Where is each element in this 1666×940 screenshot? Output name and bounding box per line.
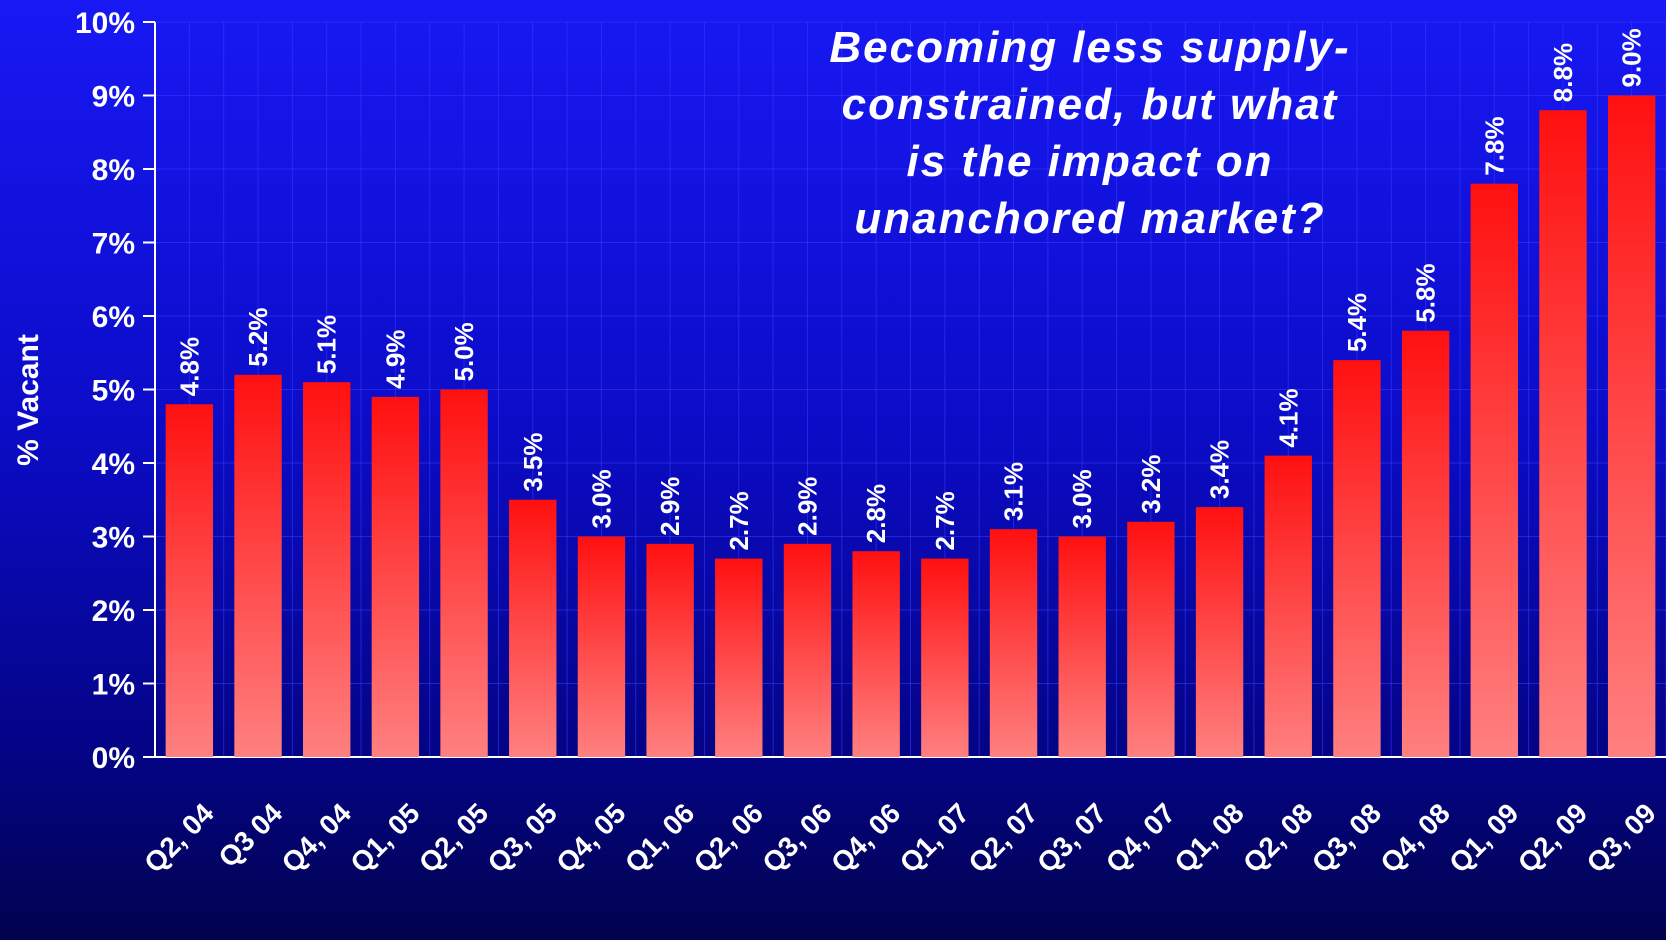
category-label: Q2, 06	[688, 797, 769, 878]
category-label: Q3, 08	[1306, 797, 1387, 878]
category-label: Q3, 06	[756, 797, 837, 878]
category-label: Q2, 09	[1512, 797, 1593, 878]
data-label: 4.1%	[1273, 388, 1303, 447]
data-label: 5.8%	[1411, 263, 1441, 322]
y-tick-label: 0%	[92, 742, 135, 775]
y-tick-label: 8%	[92, 154, 135, 187]
bar	[1607, 95, 1656, 757]
bar	[1195, 507, 1244, 757]
bar	[440, 389, 488, 757]
category-label: Q3, 05	[482, 797, 563, 878]
annotation-line: Becoming less supply-	[829, 23, 1350, 72]
bar	[852, 551, 900, 757]
data-label: 3.5%	[518, 432, 548, 491]
bar	[1264, 455, 1312, 757]
y-tick-label: 7%	[92, 228, 135, 261]
data-label: 9.0%	[1617, 28, 1647, 87]
data-label: 4.9%	[380, 330, 410, 389]
category-label: Q4, 05	[550, 797, 631, 878]
data-label: 5.4%	[1342, 293, 1372, 352]
data-label: 2.7%	[930, 491, 960, 550]
y-axis-title: % Vacant	[12, 334, 45, 466]
y-tick-label: 1%	[92, 669, 135, 702]
bar	[1058, 536, 1106, 757]
category-label: Q3, 07	[1031, 797, 1112, 878]
data-label: 2.8%	[861, 484, 891, 543]
category-label: Q2, 05	[413, 797, 494, 878]
y-tick-label: 5%	[92, 375, 135, 408]
category-label: Q1, 08	[1168, 797, 1249, 878]
bar	[989, 529, 1038, 757]
category-label: Q4, 07	[1100, 797, 1181, 878]
bar	[1401, 330, 1450, 757]
data-label: 2.9%	[792, 477, 822, 536]
bar	[1470, 183, 1518, 757]
category-label: Q1, 06	[619, 797, 700, 878]
data-label: 2.9%	[655, 477, 685, 536]
bar	[509, 499, 557, 757]
data-label: 7.8%	[1479, 116, 1509, 175]
bar	[165, 404, 214, 757]
bar	[783, 543, 832, 757]
category-label: Q1, 07	[894, 797, 975, 878]
y-tick-label: 2%	[92, 595, 135, 628]
annotation-line: is the impact on	[907, 137, 1274, 186]
category-label: Q4, 06	[825, 797, 906, 878]
data-label: 5.1%	[312, 315, 342, 374]
bar	[303, 382, 351, 757]
bar	[1333, 360, 1381, 757]
annotation-text: Becoming less supply-constrained, but wh…	[829, 23, 1350, 243]
data-label: 5.0%	[449, 322, 479, 381]
y-tick-label: 6%	[92, 301, 135, 334]
category-label: Q1, 05	[344, 797, 425, 878]
bar	[1127, 521, 1175, 757]
category-label: Q2, 08	[1237, 797, 1318, 878]
data-label: 3.4%	[1205, 440, 1235, 499]
data-labels: 4.8% 5.2% 5.1% 4.9% 5.0% 3.5% 3.0% 2.9% 2.7% 2.9%…	[174, 28, 1646, 550]
data-label: 4.8%	[174, 337, 204, 396]
data-label: 3.2%	[1136, 455, 1166, 514]
category-label: Q3 04	[212, 797, 288, 873]
category-label: Q4, 04	[276, 797, 358, 879]
data-label: 3.1%	[999, 462, 1029, 521]
data-label: 8.8%	[1548, 43, 1578, 102]
category-label: Q2, 07	[962, 797, 1043, 878]
y-tick-label: 9%	[92, 81, 135, 114]
y-tick-label: 3%	[92, 522, 135, 555]
bar	[715, 558, 763, 757]
category-label: Q3, 09	[1581, 797, 1662, 878]
y-tick-label: 4%	[92, 448, 135, 481]
annotation-line: unanchored market?	[854, 194, 1325, 243]
bars	[165, 95, 1656, 757]
category-label: Q4, 08	[1374, 797, 1455, 878]
data-label: 2.7%	[724, 491, 754, 550]
bar	[234, 374, 282, 757]
data-label: 5.2%	[243, 308, 273, 367]
bar	[646, 543, 694, 757]
bar	[1539, 110, 1587, 757]
y-tick-label: 10%	[75, 7, 135, 40]
category-label: Q1, 09	[1443, 797, 1524, 878]
data-label: 3.0%	[586, 469, 616, 528]
bar	[921, 558, 969, 757]
annotation-line: constrained, but what	[842, 80, 1339, 129]
bar	[577, 536, 626, 757]
category-label: Q2, 04	[138, 797, 220, 879]
data-label: 3.0%	[1067, 469, 1097, 528]
bar	[371, 396, 420, 757]
